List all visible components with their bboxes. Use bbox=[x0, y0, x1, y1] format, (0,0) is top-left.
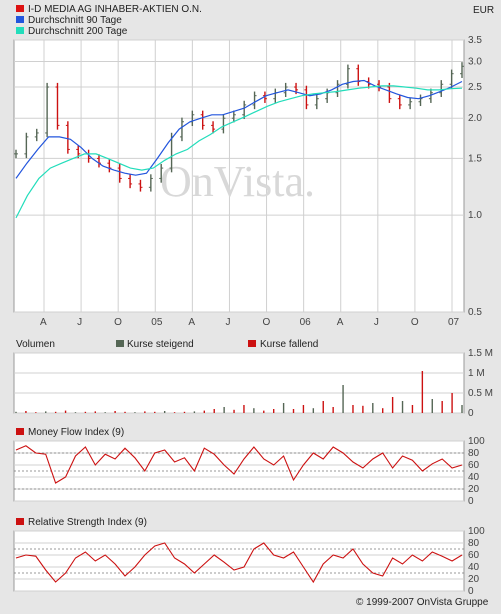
indicator-swatch bbox=[16, 428, 24, 435]
indicator-title: Relative Strength Index (9) bbox=[28, 517, 147, 528]
price-x-tick-label: J bbox=[374, 317, 379, 328]
rsi-grid bbox=[14, 530, 464, 592]
mfi-line bbox=[15, 445, 463, 484]
price-y-tick-label: 3.5 bbox=[468, 35, 482, 46]
panel-y-tick-label: 20 bbox=[468, 574, 480, 585]
price-x-tick-label: O bbox=[411, 317, 419, 328]
volume-legend: Volumen Kurse steigend Kurse fallend bbox=[16, 339, 318, 350]
panel-y-tick-label: 80 bbox=[468, 448, 480, 459]
price-x-tick-label: J bbox=[77, 317, 82, 328]
rsi-legend: Relative Strength Index (9) bbox=[16, 517, 147, 528]
panel-y-tick-label: 60 bbox=[468, 460, 480, 471]
price-x-tick-label: A bbox=[188, 317, 195, 328]
price-bars bbox=[14, 62, 464, 192]
price-grid bbox=[14, 39, 464, 313]
volume-legend-up: Kurse steigend bbox=[127, 339, 194, 350]
panel-y-tick-label: 100 bbox=[468, 526, 485, 537]
legend: I-D MEDIA AG INHABER-AKTIEN O.N.Durchsch… bbox=[16, 4, 202, 37]
panel-y-tick-label: 60 bbox=[468, 550, 480, 561]
price-x-tick-label: A bbox=[40, 317, 47, 328]
price-x-tick-label: J bbox=[225, 317, 230, 328]
panel-y-tick-label: 20 bbox=[468, 484, 480, 495]
panel-y-tick-label: 1 M bbox=[468, 368, 485, 379]
watermark: OnVista. bbox=[160, 157, 315, 206]
panel-y-tick-label: 40 bbox=[468, 562, 480, 573]
rsi-series bbox=[15, 542, 463, 584]
volume-legend-swatch-up bbox=[116, 340, 124, 347]
volume-y-ticks: 1.5 M 1 M 0.5 M 0 bbox=[468, 348, 493, 419]
panel-y-tick-label: 40 bbox=[468, 472, 480, 483]
rsi-panel bbox=[13, 530, 465, 592]
legend-swatch bbox=[16, 27, 24, 34]
ma200-line bbox=[15, 85, 463, 219]
volume-panel bbox=[13, 352, 465, 414]
price-y-ticks: 3.5 3.0 2.5 2.0 1.5 1.0 0.5 bbox=[468, 35, 482, 318]
panel-y-tick-label: 1.5 M bbox=[468, 348, 493, 359]
volume-title: Volumen bbox=[16, 339, 55, 350]
legend-label: Durchschnitt 90 Tage bbox=[28, 15, 122, 26]
price-y-tick-label: 2.5 bbox=[468, 82, 482, 93]
panel-y-tick-label: 80 bbox=[468, 538, 480, 549]
rsi-line bbox=[15, 542, 463, 584]
price-y-tick-label: 1.5 bbox=[468, 153, 482, 164]
price-x-tick-label: O bbox=[263, 317, 271, 328]
copyright: © 1999-2007 OnVista Gruppe bbox=[356, 597, 489, 608]
price-x-tick-label: 07 bbox=[448, 317, 460, 328]
price-x-tick-label: O bbox=[114, 317, 122, 328]
price-y-tick-label: 1.0 bbox=[468, 210, 482, 221]
price-x-tick-label: 06 bbox=[300, 317, 312, 328]
price-x-ticks: A J O 05 A J O 06 A J O 07 bbox=[40, 317, 460, 328]
ma90-line bbox=[15, 79, 463, 179]
price-lines bbox=[15, 79, 463, 219]
legend-label: Durchschnitt 200 Tage bbox=[28, 26, 128, 37]
price-y-tick-label: 0.5 bbox=[468, 307, 482, 318]
legend-swatch bbox=[16, 5, 24, 12]
volume-grid bbox=[14, 352, 464, 414]
panel-y-tick-label: 100 bbox=[468, 436, 485, 447]
volume-bars bbox=[15, 371, 463, 413]
price-x-tick-label: A bbox=[337, 317, 344, 328]
panel-y-tick-label: 0 bbox=[468, 586, 474, 597]
volume-legend-swatch-down bbox=[248, 340, 256, 347]
volume-legend-down: Kurse fallend bbox=[260, 339, 318, 350]
price-y-tick-label: 3.0 bbox=[468, 57, 482, 68]
price-x-tick-label: 05 bbox=[151, 317, 163, 328]
mfi-series bbox=[15, 445, 463, 484]
legend-label: I-D MEDIA AG INHABER-AKTIEN O.N. bbox=[28, 4, 202, 15]
mfi-grid bbox=[14, 440, 464, 502]
legend-swatch bbox=[16, 16, 24, 23]
panel-y-tick-label: 0 bbox=[468, 496, 474, 507]
currency-label: EUR bbox=[473, 5, 494, 16]
mfi-legend: Money Flow Index (9) bbox=[16, 427, 124, 438]
price-y-tick-label: 2.0 bbox=[468, 113, 482, 124]
indicator-swatch bbox=[16, 518, 24, 525]
panel-y-tick-label: 0.5 M bbox=[468, 388, 493, 399]
indicator-title: Money Flow Index (9) bbox=[28, 427, 124, 438]
panel-y-tick-label: 0 bbox=[468, 408, 474, 419]
